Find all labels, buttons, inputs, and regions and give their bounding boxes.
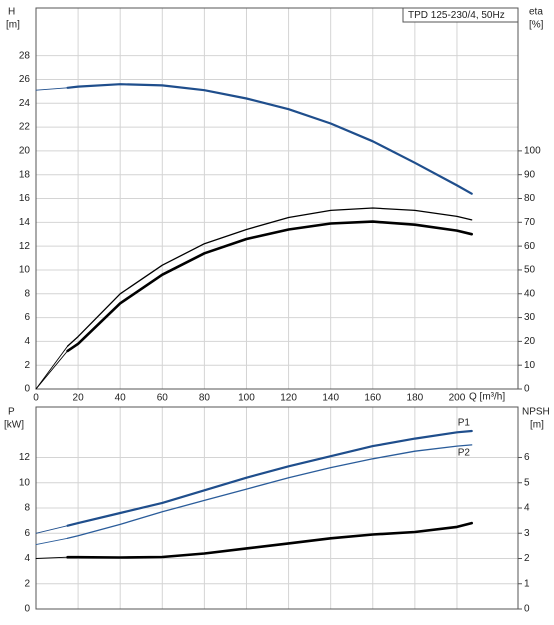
y-tick-label: 20 xyxy=(19,146,31,157)
curve xyxy=(35,537,69,546)
y2-tick-label: 60 xyxy=(524,241,536,252)
y2-tick-label: 50 xyxy=(524,265,536,276)
curve xyxy=(66,207,473,347)
series-label: P1 xyxy=(458,418,471,429)
y-label: H xyxy=(8,7,15,18)
y-tick-label: 24 xyxy=(19,98,31,109)
chart-title: TPD 125-230/4, 50Hz xyxy=(408,10,505,21)
x-tick-label: 40 xyxy=(115,393,127,404)
curve xyxy=(35,556,69,559)
y-tick-label: 0 xyxy=(24,604,30,615)
curve xyxy=(35,345,69,390)
x-tick-label: 200 xyxy=(449,393,466,404)
y-tick-label: 2 xyxy=(24,360,30,371)
y-tick-label: 6 xyxy=(24,312,30,323)
curve xyxy=(66,444,473,539)
y-tick-label: 14 xyxy=(19,217,31,228)
y-tick-label: 10 xyxy=(19,265,31,276)
y2-tick-label: 70 xyxy=(524,217,536,228)
curve xyxy=(66,83,473,195)
curve xyxy=(66,429,473,527)
x-tick-label: 180 xyxy=(407,393,424,404)
y-tick-label: 12 xyxy=(19,452,31,463)
y2-unit: [%] xyxy=(529,20,544,31)
x-tick-label: 100 xyxy=(238,393,255,404)
y-tick-label: 18 xyxy=(19,169,31,180)
curve xyxy=(66,521,473,559)
y-tick-label: 28 xyxy=(19,50,31,61)
y-label: P xyxy=(8,407,15,418)
y2-tick-label: 6 xyxy=(524,452,530,463)
y-tick-label: 10 xyxy=(19,477,31,488)
y2-tick-label: 10 xyxy=(524,360,536,371)
y-tick-label: 22 xyxy=(19,122,31,133)
x-tick-label: 0 xyxy=(33,393,39,404)
y2-label: NPSH xyxy=(522,407,550,418)
curve xyxy=(66,220,473,353)
y-tick-label: 4 xyxy=(24,553,30,564)
y2-unit: [m] xyxy=(530,420,544,431)
y2-tick-label: 3 xyxy=(524,528,530,539)
y2-tick-label: 80 xyxy=(524,193,536,204)
y2-tick-label: 5 xyxy=(524,477,530,488)
x-tick-label: 60 xyxy=(157,393,169,404)
y2-tick-label: 40 xyxy=(524,288,536,299)
y2-tick-label: 1 xyxy=(524,578,530,589)
curve xyxy=(35,525,69,534)
y2-tick-label: 100 xyxy=(524,146,541,157)
curve xyxy=(35,87,69,91)
y2-tick-label: 0 xyxy=(524,604,530,615)
y-unit: [kW] xyxy=(4,420,24,431)
y2-label: eta xyxy=(529,7,543,18)
y-tick-label: 6 xyxy=(24,528,30,539)
series-label: P2 xyxy=(458,448,471,459)
y2-tick-label: 90 xyxy=(524,169,536,180)
curve xyxy=(35,350,69,390)
x-label: Q [m³/h] xyxy=(469,392,505,403)
title-box xyxy=(402,7,519,23)
y2-tick-label: 4 xyxy=(524,503,530,514)
x-tick-label: 160 xyxy=(364,393,381,404)
y2-tick-label: 20 xyxy=(524,336,536,347)
y2-tick-label: 0 xyxy=(524,384,530,395)
x-tick-label: 80 xyxy=(199,393,211,404)
y-unit: [m] xyxy=(6,20,20,31)
y-tick-label: 0 xyxy=(24,384,30,395)
y-tick-label: 8 xyxy=(24,288,30,299)
y2-tick-label: 2 xyxy=(524,553,530,564)
x-tick-label: 120 xyxy=(280,393,297,404)
x-tick-label: 140 xyxy=(322,393,339,404)
y-tick-label: 2 xyxy=(24,578,30,589)
y-tick-label: 12 xyxy=(19,241,31,252)
y-tick-label: 8 xyxy=(24,503,30,514)
y-tick-label: 16 xyxy=(19,193,31,204)
y2-tick-label: 30 xyxy=(524,312,536,323)
y-tick-label: 4 xyxy=(24,336,30,347)
x-tick-label: 20 xyxy=(73,393,85,404)
y-tick-label: 26 xyxy=(19,74,31,85)
